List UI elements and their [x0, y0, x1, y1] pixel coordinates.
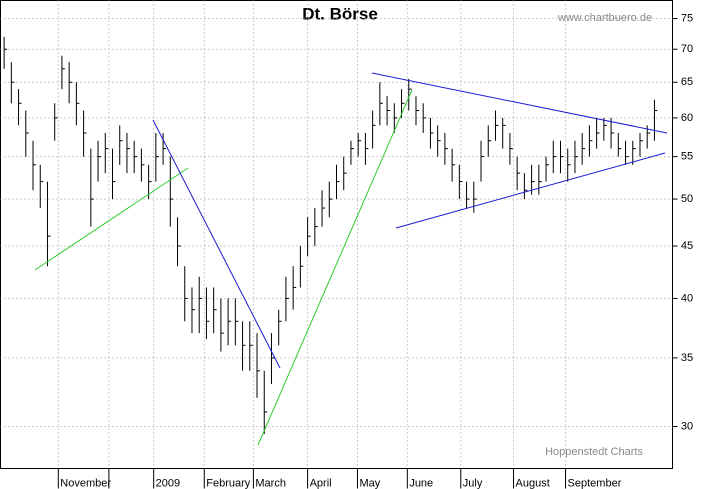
trend-line [152, 119, 281, 369]
y-tick-label: 35 [681, 352, 693, 364]
y-tick-label: 40 [681, 292, 693, 304]
y-tick-label: 60 [681, 112, 693, 124]
x-tick-label: April [310, 477, 332, 489]
credit-label: Hoppenstedt Charts [545, 446, 643, 458]
y-tick-label: 55 [681, 151, 693, 163]
x-tick-label: August [516, 477, 550, 489]
price-bars [3, 36, 658, 434]
y-tick-label: 65 [681, 76, 693, 88]
x-tick-label: November [60, 477, 111, 489]
trend-line [257, 89, 413, 446]
y-tick-label: 50 [681, 193, 693, 205]
y-tick-label: 70 [681, 43, 693, 55]
x-tick-label: 2009 [156, 477, 180, 489]
trend-line [395, 152, 666, 229]
chart-title: Dt. Börse [302, 4, 378, 23]
x-tick-label: June [409, 477, 433, 489]
source-label: www.chartbuero.de [557, 12, 652, 24]
x-tick-label: September [568, 477, 622, 489]
x-tick-label: February [206, 477, 251, 489]
y-tick-label: 75 [681, 12, 693, 24]
y-tick-label: 30 [681, 420, 693, 432]
x-tick-label: May [359, 477, 380, 489]
x-tick-label: March [255, 477, 286, 489]
trend-line [34, 167, 189, 271]
y-tick-label: 45 [681, 240, 693, 252]
plot-frame [0, 0, 673, 469]
trend-line [371, 72, 668, 134]
x-tick-label: July [463, 477, 483, 489]
